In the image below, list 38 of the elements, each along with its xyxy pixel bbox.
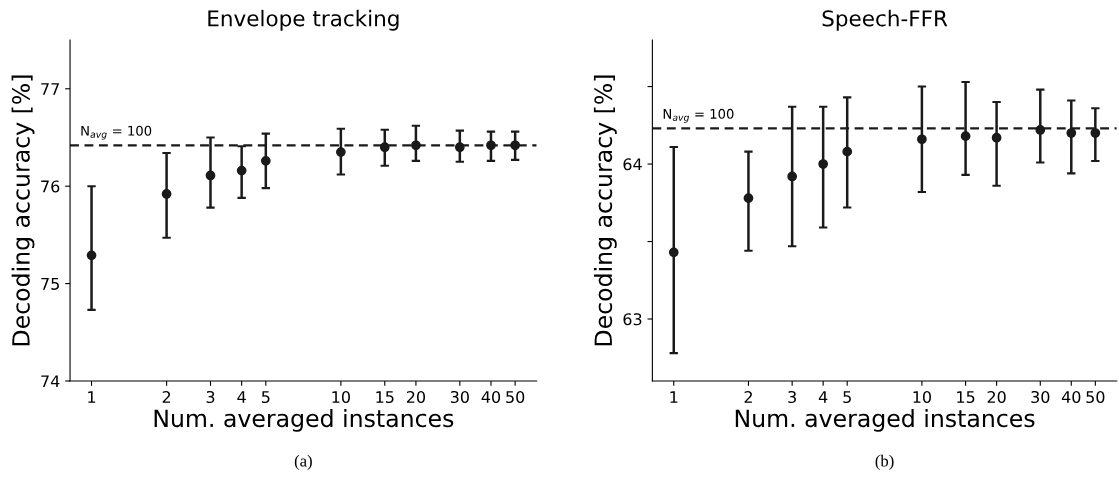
x-tick-label: 2: [162, 390, 171, 403]
text: (b): [875, 454, 894, 470]
x-tick-label: 1: [88, 391, 96, 403]
x-tick-label: 50: [1086, 390, 1105, 404]
x-tick-label: 30: [450, 390, 469, 404]
x-tick-label: 50: [506, 390, 525, 404]
x-tick-label: 40: [481, 390, 501, 404]
x-tick-label: 5: [843, 391, 851, 404]
annotation: N$_{avg}$ = 100: [663, 108, 734, 123]
x-tick-label: 3: [788, 390, 796, 404]
y-tick-label: 77: [41, 83, 59, 95]
x-axis-title: Num. averaged instances: [735, 408, 1035, 432]
x-tick-label: 4: [237, 391, 246, 403]
x-tick-label: 20: [987, 390, 1006, 404]
y-tick-label: 64: [623, 158, 642, 171]
y-tick-label: 75: [41, 278, 59, 290]
x-tick-label: 1: [670, 391, 678, 403]
x-tick-label: 2: [744, 390, 752, 403]
chart-title: Envelope tracking: [208, 9, 399, 31]
text: (a): [294, 454, 312, 470]
y-tick-label: 76: [41, 180, 60, 193]
x-tick-label: 10: [913, 390, 931, 404]
x-tick-label: 20: [406, 390, 426, 404]
x-tick-label: 5: [261, 391, 270, 404]
y-axis-title: Decoding accuracy [%]: [593, 75, 617, 346]
y-tick-label: 74: [41, 375, 60, 388]
x-tick-label: 10: [332, 390, 350, 404]
x-tick-label: 15: [376, 391, 394, 404]
annotation: N$_{avg}$ = 100: [81, 125, 152, 140]
y-tick-label: 63: [623, 313, 642, 326]
x-tick-label: 3: [206, 390, 215, 404]
chart-title: Speech-FFR: [822, 9, 948, 31]
x-tick-label: 4: [818, 391, 828, 403]
x-tick-label: 15: [957, 391, 975, 404]
x-tick-label: 30: [1031, 390, 1050, 404]
y-axis-title: Decoding accuracy [%]: [11, 75, 35, 346]
x-axis-title: Num. averaged instances: [154, 408, 454, 432]
x-tick-label: 40: [1061, 390, 1081, 404]
